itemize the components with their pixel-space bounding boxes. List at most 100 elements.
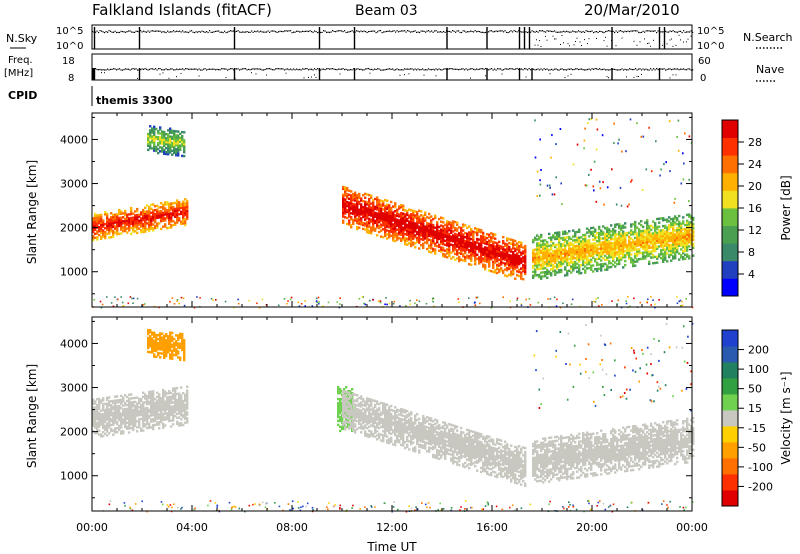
heatmap-cell [684, 235, 687, 239]
heatmap-cell [354, 415, 357, 418]
heatmap-cell [620, 246, 623, 249]
heatmap-cell [114, 411, 117, 414]
heatmap-cell [396, 414, 399, 417]
heatmap-cell [442, 217, 445, 220]
heatmap-cell [682, 228, 685, 231]
heatmap-cell [160, 407, 163, 410]
heatmap-cell [650, 228, 653, 231]
heatmap-cell [612, 227, 615, 231]
heatmap-cell [342, 415, 345, 418]
heatmap-cell [186, 201, 189, 205]
heatmap-cell [156, 214, 159, 217]
heatmap-cell [360, 197, 363, 200]
heatmap-cell [674, 243, 677, 246]
heatmap-cell [664, 218, 667, 222]
heatmap-cell [540, 239, 543, 243]
heatmap-cell [402, 228, 405, 231]
heatmap-cell [520, 261, 523, 264]
heatmap-cell [348, 391, 351, 394]
heatmap-cell [156, 409, 159, 412]
heatmap-cell [684, 243, 687, 247]
heatmap-cell [162, 398, 165, 402]
heatmap-cell [182, 423, 185, 427]
heatmap-cell [384, 430, 387, 434]
heatmap-cell [512, 241, 515, 244]
heatmap-cell [412, 233, 415, 236]
heatmap-cell [104, 408, 107, 412]
heatmap-cell [564, 244, 567, 247]
heatmap-cell [370, 412, 373, 415]
heatmap-cell [458, 240, 461, 243]
scatter-cell [99, 300, 102, 303]
heatmap-cell [342, 187, 345, 191]
heatmap-cell [448, 221, 451, 224]
heatmap-cell [422, 234, 425, 238]
heatmap-cell [404, 242, 407, 246]
heatmap-cell [376, 410, 379, 413]
heatmap-cell [472, 234, 475, 237]
heatmap-cell [632, 248, 635, 252]
heatmap-cell [620, 228, 623, 232]
heatmap-cell [172, 212, 175, 215]
heatmap-cell [176, 205, 179, 208]
heatmap-cell [484, 238, 487, 241]
heatmap-cell [378, 407, 381, 410]
heatmap-cell [690, 238, 693, 242]
heatmap-cell [566, 262, 569, 265]
heatmap-cell [682, 246, 685, 249]
heatmap-cell [518, 254, 521, 258]
heatmap-cell [106, 414, 109, 417]
heatmap-cell [388, 414, 391, 417]
heatmap-cell [136, 231, 139, 235]
heatmap-cell [580, 271, 583, 275]
heatmap-cell [164, 424, 167, 427]
heatmap-cell [600, 251, 603, 254]
heatmap-cell [406, 413, 409, 417]
heatmap-cell [138, 215, 141, 218]
heatmap-cell [150, 215, 153, 218]
heatmap-cell [154, 226, 157, 230]
heatmap-cell [344, 188, 347, 191]
heatmap-cell [540, 275, 543, 278]
heatmap-cell [416, 211, 419, 214]
heatmap-cell [652, 226, 655, 229]
heatmap-cell [582, 245, 585, 249]
heatmap-cell [424, 217, 427, 220]
heatmap-cell [362, 407, 365, 411]
heatmap-cell [128, 411, 131, 414]
heatmap-cell [175, 354, 178, 357]
heatmap-cell [356, 404, 359, 407]
heatmap-cell [434, 242, 437, 245]
heatmap-cell [422, 228, 425, 232]
heatmap-cell [360, 401, 363, 404]
heatmap-cell [452, 240, 455, 243]
heatmap-cell [158, 427, 161, 430]
heatmap-cell [165, 138, 168, 142]
heatmap-cell [422, 236, 425, 240]
heatmap-cell [358, 220, 361, 223]
heatmap-cell [618, 260, 621, 264]
heatmap-cell [606, 264, 609, 267]
scatter-cell [224, 300, 227, 303]
heatmap-cell [618, 262, 621, 266]
scatter-cell [613, 142, 615, 145]
heatmap-cell [120, 212, 123, 215]
heatmap-cell [472, 252, 475, 255]
heatmap-cell [360, 425, 363, 428]
heatmap-cell [370, 194, 373, 197]
heatmap-cell [354, 199, 357, 202]
heatmap-cell [542, 263, 545, 266]
heatmap-cell [106, 406, 109, 409]
heatmap-cell [488, 245, 491, 248]
heatmap-cell [142, 401, 145, 404]
heatmap-cell [140, 429, 143, 432]
heatmap-cell [108, 224, 111, 227]
heatmap-cell [165, 339, 168, 342]
heatmap-cell [166, 404, 169, 407]
heatmap-cell [648, 230, 651, 234]
heatmap-cell [432, 229, 435, 233]
heatmap-cell [646, 225, 649, 228]
heatmap-cell [364, 208, 367, 211]
heatmap-cell [152, 423, 155, 427]
heatmap-cell [594, 234, 597, 237]
